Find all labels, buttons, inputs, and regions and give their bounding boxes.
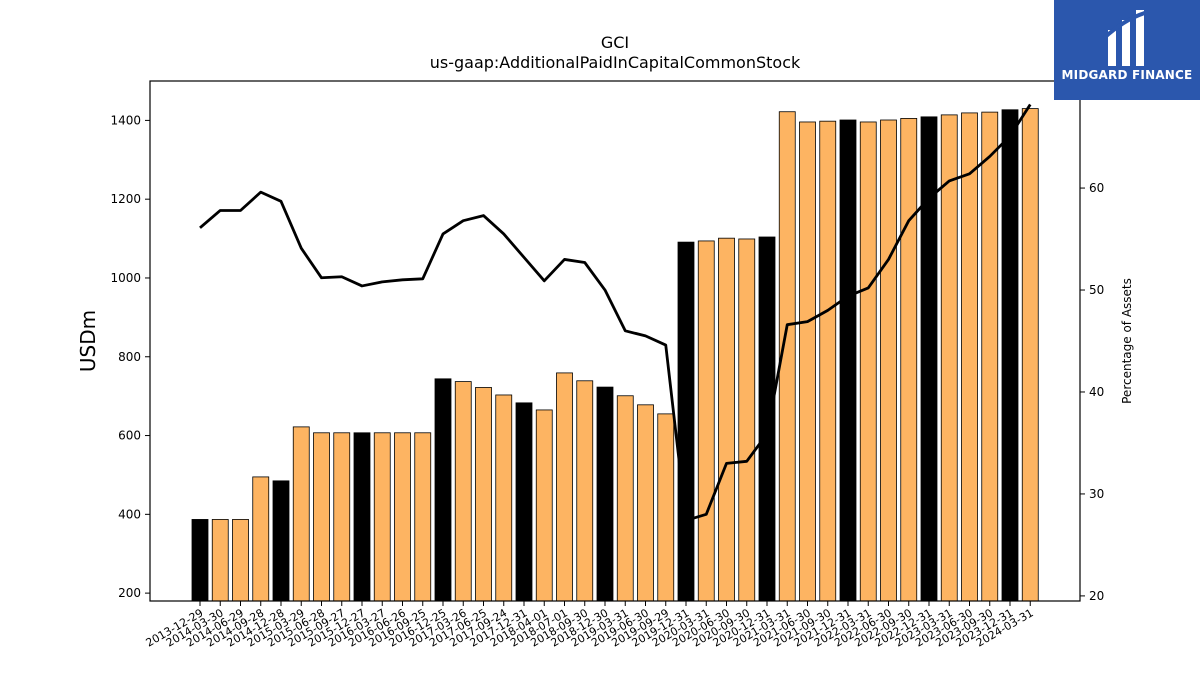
bar (211, 519, 229, 602)
bar (839, 119, 857, 602)
bar (900, 118, 918, 602)
series-line (199, 103, 1032, 522)
y2-tick-label: 30 (1089, 487, 1104, 501)
y-axis-label: USDm (76, 310, 100, 372)
y-tick-label: 1200 (110, 192, 141, 206)
chart-title: GCI (601, 33, 629, 52)
y-tick-label: 1400 (110, 113, 141, 127)
bar (981, 111, 999, 602)
bar-series (191, 108, 1039, 602)
bar (697, 240, 715, 602)
bar (252, 476, 270, 602)
y2-tick-label: 20 (1089, 589, 1104, 603)
bar (920, 116, 938, 602)
bar (475, 387, 492, 602)
bar (434, 378, 452, 602)
bar (718, 237, 735, 602)
y2-tick-label: 50 (1089, 283, 1104, 297)
bar (191, 519, 209, 602)
bar (596, 386, 614, 602)
y-tick-label: 1000 (110, 271, 141, 285)
bar (454, 381, 472, 602)
bar (657, 413, 675, 602)
bar (819, 120, 837, 602)
bar (637, 404, 654, 602)
bar (1021, 108, 1039, 602)
y-tick-label: 200 (118, 586, 141, 600)
y-tick-label: 400 (118, 507, 141, 521)
bar (535, 409, 553, 602)
line-series (199, 103, 1032, 522)
bar (940, 114, 958, 602)
y2-tick-label: 40 (1089, 385, 1104, 399)
y-axis-right: 20 30 40 50 60 (1080, 181, 1104, 603)
bar (232, 519, 249, 602)
bar (859, 121, 877, 602)
bar (515, 402, 533, 602)
logo-text: MIDGARD FINANCE (1061, 68, 1193, 82)
y-tick-label: 600 (118, 429, 141, 443)
bar (414, 432, 432, 602)
bar (799, 121, 816, 602)
bar (576, 380, 594, 602)
y2-tick-label: 60 (1089, 181, 1104, 195)
plot-frame (149, 80, 1081, 602)
bar (495, 394, 513, 602)
bar (758, 236, 776, 602)
bar (292, 426, 310, 602)
y2-axis-label: Percentage of Assets (1120, 278, 1134, 404)
bar (353, 432, 371, 602)
bar (313, 432, 330, 602)
midgard-logo-icon (1102, 10, 1149, 66)
y-axis-left: 200 400 600 800 1000 1200 1400 (110, 113, 150, 600)
bar (333, 432, 351, 602)
x-axis: 2013-12-292014-03-302014-06-292014-09-28… (144, 601, 1036, 650)
brand-logo: MIDGARD FINANCE (1054, 0, 1200, 100)
bar (961, 112, 978, 602)
chart-subtitle: us-gaap:AdditionalPaidInCapitalCommonSto… (430, 53, 801, 72)
bar (616, 395, 634, 602)
bar (556, 372, 573, 602)
bar (738, 238, 756, 602)
bar (677, 241, 695, 602)
bar (272, 480, 290, 602)
bar (373, 432, 391, 602)
bar (880, 119, 897, 602)
bar (394, 432, 411, 602)
bar (1001, 109, 1019, 602)
y-tick-label: 800 (118, 350, 141, 364)
